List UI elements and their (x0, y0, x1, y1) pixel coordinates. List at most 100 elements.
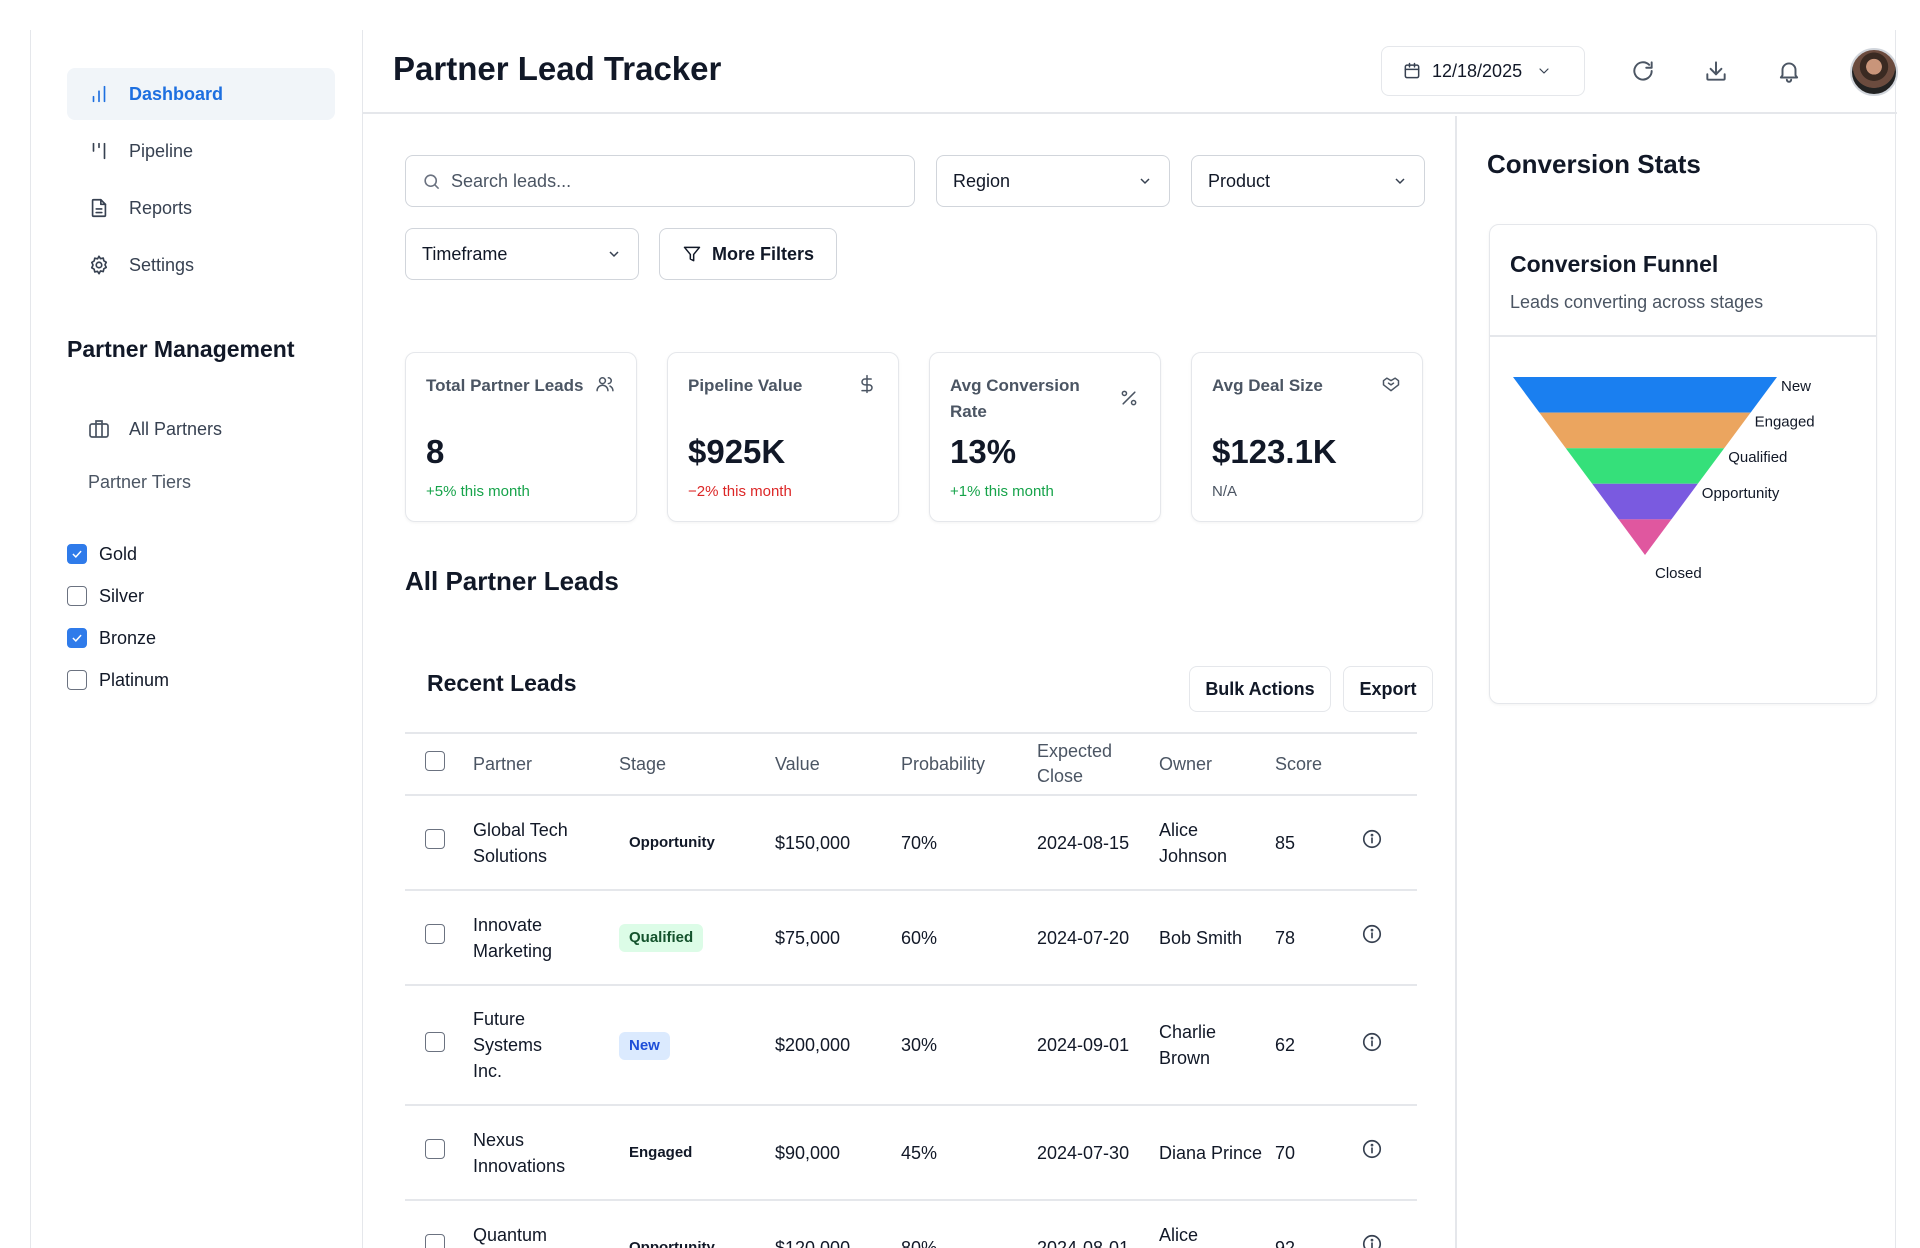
cell-probability: 70% (901, 832, 938, 853)
row-checkbox[interactable] (425, 829, 445, 849)
chevron-down-icon (1395, 178, 1405, 185)
funnel-segment-opportunity[interactable] (1592, 483, 1698, 520)
select-all-checkbox[interactable] (425, 750, 445, 771)
refresh-button[interactable] (1628, 56, 1658, 86)
checkbox-checked[interactable] (67, 544, 87, 564)
cell-value: $120,000 (775, 1237, 851, 1248)
search-input[interactable] (451, 170, 891, 192)
column-header-partner[interactable]: Partner (473, 753, 533, 774)
row-checkbox[interactable] (425, 1139, 445, 1159)
percent-icon (1118, 387, 1140, 409)
tier-gold[interactable]: Gold (67, 540, 137, 568)
funnel-segment-qualified[interactable] (1565, 448, 1725, 484)
kpi-change: +1% this month (950, 483, 1054, 500)
all-partner-leads-heading: All Partner Leads (405, 566, 619, 596)
funnel-segment-new[interactable] (1513, 377, 1777, 413)
row-checkbox[interactable] (425, 1031, 445, 1052)
cell-actions (1355, 795, 1417, 890)
cell-probability: 80% (901, 1237, 938, 1248)
calendar-icon (1404, 62, 1420, 79)
more-filters-label: More Filters (711, 243, 815, 264)
recent-leads-heading: Recent Leads (427, 670, 577, 696)
kpi-card-pipeline-value: Pipeline Value $925K −2% this month (667, 352, 899, 522)
cell-partner: Nexus Innovations (473, 1129, 566, 1176)
funnel-segment-closed[interactable] (1618, 519, 1672, 555)
partner-management-heading: Partner Management (67, 336, 295, 362)
column-header-score[interactable]: Score (1275, 753, 1323, 774)
page-title: Partner Lead Tracker (393, 50, 722, 87)
tier-silver[interactable]: Silver (67, 582, 144, 610)
top-header: Partner Lead Tracker 12/18/2025 (363, 30, 1898, 114)
cell-partner: Innovate Marketing (473, 914, 553, 961)
app-frame: Dashboard Pipeline Reports Settings (30, 30, 1898, 1248)
cell-value: $200,000 (775, 1035, 851, 1055)
cell-actions (1355, 1200, 1417, 1248)
funnel-label-engaged: Engaged (1755, 414, 1815, 431)
more-filters-button[interactable]: More Filters (659, 228, 837, 280)
info-icon[interactable] (1361, 1233, 1383, 1248)
product-select[interactable]: Product (1191, 155, 1425, 207)
kpi-label: Avg Deal Size (1212, 376, 1323, 395)
row-checkbox[interactable] (425, 1234, 445, 1248)
funnel-label-opportunity: Opportunity (1702, 485, 1780, 502)
sidebar-item-settings[interactable]: Settings (67, 239, 335, 291)
sidebar-item-label: Reports (129, 197, 193, 218)
column-header-expected-close[interactable]: Expected Close (1037, 741, 1113, 786)
date-value: 12/18/2025 (1432, 60, 1523, 81)
kpi-change: +5% this month (426, 483, 530, 500)
partner-tiers-label: Partner Tiers (88, 472, 192, 492)
column-header-probability[interactable]: Probability (901, 753, 986, 774)
sidebar-item-reports[interactable]: Reports (67, 182, 335, 234)
info-icon[interactable] (1361, 1031, 1383, 1053)
table-row[interactable]: Future Systems Inc. New $200,000 30% 202… (405, 985, 1417, 1105)
cell-expected-close: 2024-08-15 (1037, 832, 1130, 853)
checkbox[interactable] (67, 586, 87, 606)
all-partners-link[interactable]: All Partners (87, 414, 222, 444)
export-button[interactable]: Export (1343, 666, 1433, 712)
cell-value: $75,000 (775, 927, 841, 948)
download-icon (1706, 61, 1726, 81)
table-row[interactable]: Global Tech Solutions Opportunity $150,0… (405, 795, 1417, 890)
sidebar-item-dashboard[interactable]: Dashboard (67, 68, 335, 120)
sidebar-item-label: Settings (129, 254, 195, 275)
bulk-actions-button[interactable]: Bulk Actions (1189, 666, 1331, 712)
checkbox-checked[interactable] (67, 628, 87, 648)
column-header-owner[interactable]: Owner (1159, 753, 1213, 774)
refresh-icon (1633, 61, 1653, 81)
kpi-label: Avg Conversion Rate (950, 376, 1080, 421)
kpi-card-avg-conversion: Avg Conversion Rate 13% +1% this month (929, 352, 1161, 522)
table-row[interactable]: Nexus Innovations Engaged $90,000 45% 20… (405, 1105, 1417, 1200)
cell-expected-close: 2024-07-30 (1037, 1142, 1130, 1163)
users-icon (594, 373, 616, 395)
checkbox[interactable] (67, 670, 87, 690)
search-box[interactable] (405, 155, 915, 207)
column-header-value[interactable]: Value (775, 753, 820, 774)
cell-value: $90,000 (775, 1142, 841, 1163)
cell-score: 78 (1275, 927, 1296, 948)
kpi-card-total-leads: Total Partner Leads 8 +5% this month (405, 352, 637, 522)
row-checkbox[interactable] (425, 924, 445, 944)
info-icon[interactable] (1361, 1138, 1383, 1160)
all-partners-label: All Partners (129, 418, 223, 439)
sidebar-item-pipeline[interactable]: Pipeline (67, 125, 335, 177)
timeframe-select[interactable]: Timeframe (405, 228, 639, 280)
region-select[interactable]: Region (936, 155, 1170, 207)
table-row[interactable]: Quantum Solutions Opportunity $120,000 8… (405, 1200, 1417, 1248)
row-select-cell (405, 890, 467, 985)
notifications-button[interactable] (1774, 56, 1804, 86)
download-button[interactable] (1701, 56, 1731, 86)
table-header-row: Partner Stage Value Probability Expected… (405, 733, 1417, 795)
tier-bronze[interactable]: Bronze (67, 624, 156, 652)
info-icon[interactable] (1361, 828, 1383, 850)
cell-owner: Alice Johnson (1159, 1224, 1199, 1245)
kpi-card-avg-deal-size: Avg Deal Size $123.1K N/A (1191, 352, 1423, 522)
date-picker-button[interactable]: 12/18/2025 (1381, 46, 1585, 96)
column-header-stage[interactable]: Stage (619, 753, 667, 774)
conversion-funnel-card: Conversion Funnel Leads converting acros… (1489, 224, 1877, 704)
tier-platinum[interactable]: Platinum (67, 666, 169, 694)
table-row[interactable]: Innovate Marketing Qualified $75,000 60%… (405, 890, 1417, 985)
main-content: Region Product Timeframe More Filters To… (363, 116, 1453, 1248)
info-icon[interactable] (1361, 923, 1383, 945)
funnel-segment-engaged[interactable] (1539, 412, 1751, 449)
avatar[interactable] (1850, 48, 1898, 96)
